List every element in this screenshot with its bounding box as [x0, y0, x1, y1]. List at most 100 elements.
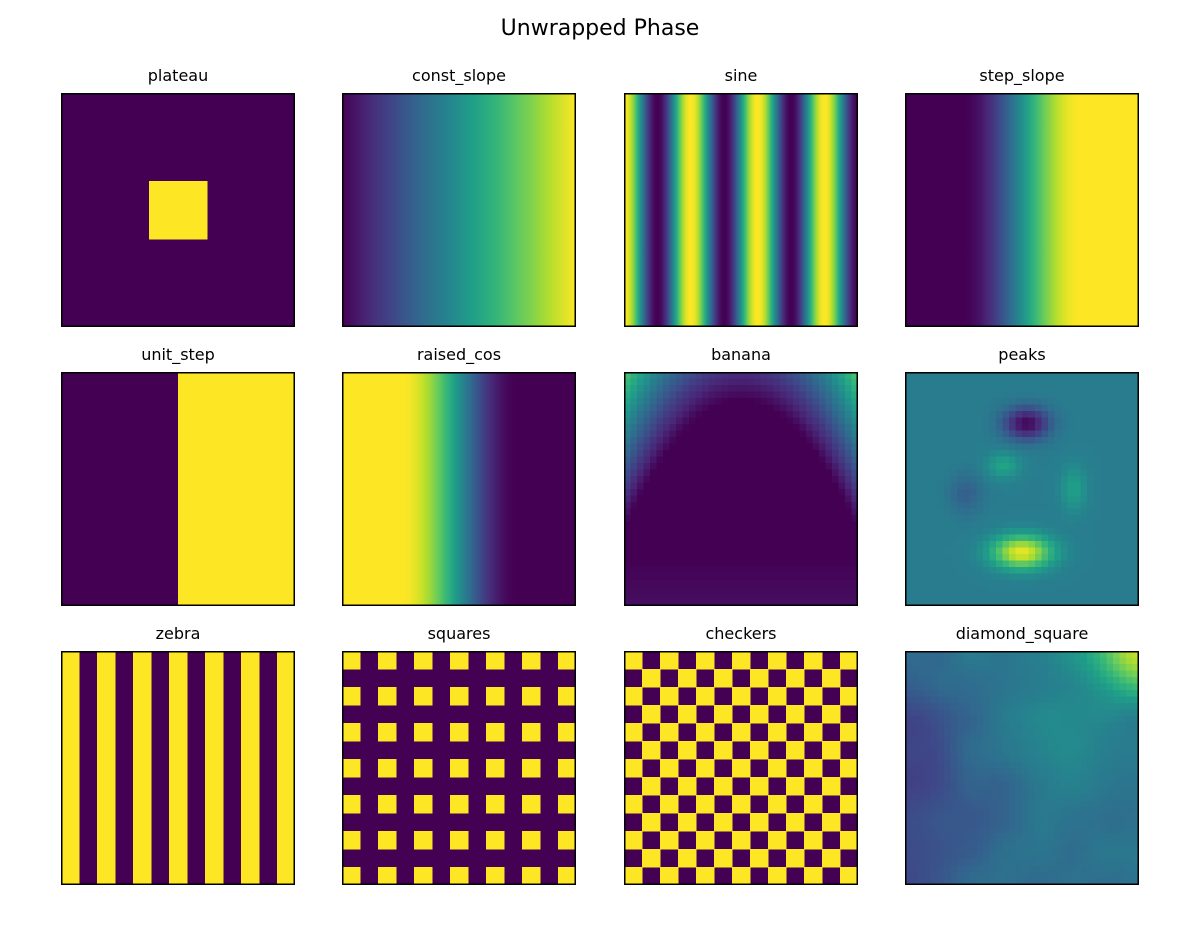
heatmap-cell	[1061, 411, 1069, 419]
heatmap-cell	[1106, 846, 1114, 854]
heatmap-cell	[741, 573, 749, 581]
heatmap-cell	[944, 404, 952, 412]
heatmap-cell	[786, 586, 794, 594]
heatmap-cell	[773, 593, 781, 601]
axes-frame	[342, 93, 576, 327]
heatmap-cell	[1093, 567, 1101, 575]
heatmap-cell	[793, 417, 801, 425]
heatmap-cell	[918, 554, 926, 562]
heatmap-cell	[1035, 580, 1043, 588]
heatmap-cell	[767, 534, 775, 542]
heatmap-cell	[741, 404, 749, 412]
heatmap-cell	[996, 599, 1004, 606]
checker-cell	[624, 795, 643, 814]
heatmap-cell	[669, 411, 677, 419]
heatmap-cell	[825, 391, 833, 399]
heatmap-cell	[1035, 787, 1043, 795]
heatmap-cell	[1035, 839, 1043, 847]
heatmap-cell	[689, 495, 697, 503]
heatmap-cell	[1015, 372, 1023, 380]
heatmap-cell	[963, 742, 971, 750]
heatmap-cell	[1093, 748, 1101, 756]
heatmap-cell	[832, 417, 840, 425]
heatmap-cell	[689, 463, 697, 471]
heatmap-cell	[1041, 846, 1049, 854]
heatmap-cell	[793, 560, 801, 568]
heatmap-cell	[1022, 547, 1030, 555]
heatmap-cell	[1067, 391, 1075, 399]
heatmap-cell	[957, 839, 965, 847]
heatmap-cell	[682, 385, 690, 393]
heatmap-cell	[1126, 567, 1134, 575]
heatmap-cell	[819, 515, 827, 523]
heatmap-cell	[957, 865, 965, 873]
heatmap-cell	[924, 755, 932, 763]
heatmap-cell	[1126, 541, 1134, 549]
heatmap-cell	[1087, 670, 1095, 678]
heatmap-cell	[1015, 709, 1023, 717]
heatmap-cell	[983, 820, 991, 828]
heatmap-cell	[1132, 528, 1139, 536]
heatmap-cell	[656, 450, 664, 458]
heatmap-cell	[741, 378, 749, 386]
heatmap-cell	[773, 482, 781, 490]
heatmap-cell	[1015, 417, 1023, 425]
heatmap-cell	[1061, 787, 1069, 795]
heatmap-cell	[1113, 722, 1121, 730]
heatmap-cell	[773, 385, 781, 393]
heatmap-cell	[1054, 768, 1062, 776]
heatmap-cell	[1093, 807, 1101, 815]
heatmap-cell	[656, 534, 664, 542]
heatmap-cell	[1087, 567, 1095, 575]
heatmap-cell	[1035, 657, 1043, 665]
heatmap-cell	[1009, 859, 1017, 867]
checker-cell	[768, 795, 787, 814]
heatmap-cell	[656, 508, 664, 516]
heatmap-cell	[838, 391, 846, 399]
heatmap-cell	[1067, 761, 1075, 769]
heatmap-cell	[950, 839, 958, 847]
heatmap-cell	[656, 424, 664, 432]
heatmap-cell	[630, 404, 638, 412]
heatmap-cell	[1035, 456, 1043, 464]
heatmap-cell	[905, 437, 913, 445]
heatmap-cell	[721, 534, 729, 542]
heatmap-cell	[702, 417, 710, 425]
heatmap-cell	[924, 690, 932, 698]
heatmap-cell	[1113, 729, 1121, 737]
heatmap-cell	[1100, 820, 1108, 828]
heatmap-cell	[1054, 508, 1062, 516]
subplot-title: squares	[427, 624, 491, 643]
heatmap-cell	[963, 852, 971, 860]
heatmap-cell	[1087, 417, 1095, 425]
heatmap-cell	[976, 502, 984, 510]
heatmap-cell	[1113, 573, 1121, 581]
heatmap-cell	[624, 593, 632, 601]
heatmap-cell	[780, 372, 788, 380]
heatmap-cell	[715, 424, 723, 432]
heatmap-cell	[767, 593, 775, 601]
heatmap-cell	[1126, 833, 1134, 841]
heatmap-cell	[734, 430, 742, 438]
heatmap-cell	[1106, 865, 1114, 873]
heatmap-cell	[970, 755, 978, 763]
heatmap-cell	[996, 683, 1004, 691]
heatmap-cell	[799, 404, 807, 412]
heatmap-cell	[1119, 735, 1127, 743]
heatmap-cell	[650, 541, 658, 549]
heatmap-cell	[676, 567, 684, 575]
heatmap-cell	[1054, 703, 1062, 711]
heatmap-cell	[1100, 833, 1108, 841]
heatmap-cell	[1041, 742, 1049, 750]
heatmap-cell	[924, 787, 932, 795]
heatmap-cell	[911, 755, 919, 763]
heatmap-cell	[812, 450, 820, 458]
heatmap-cell	[747, 437, 755, 445]
heatmap-cell	[1080, 794, 1088, 802]
heatmap-cell	[669, 534, 677, 542]
heatmap-cell	[1100, 378, 1108, 386]
heatmap-cell	[702, 554, 710, 562]
heatmap-cell	[983, 787, 991, 795]
heatmap-cell	[931, 437, 939, 445]
heatmap-cell	[1061, 593, 1069, 601]
